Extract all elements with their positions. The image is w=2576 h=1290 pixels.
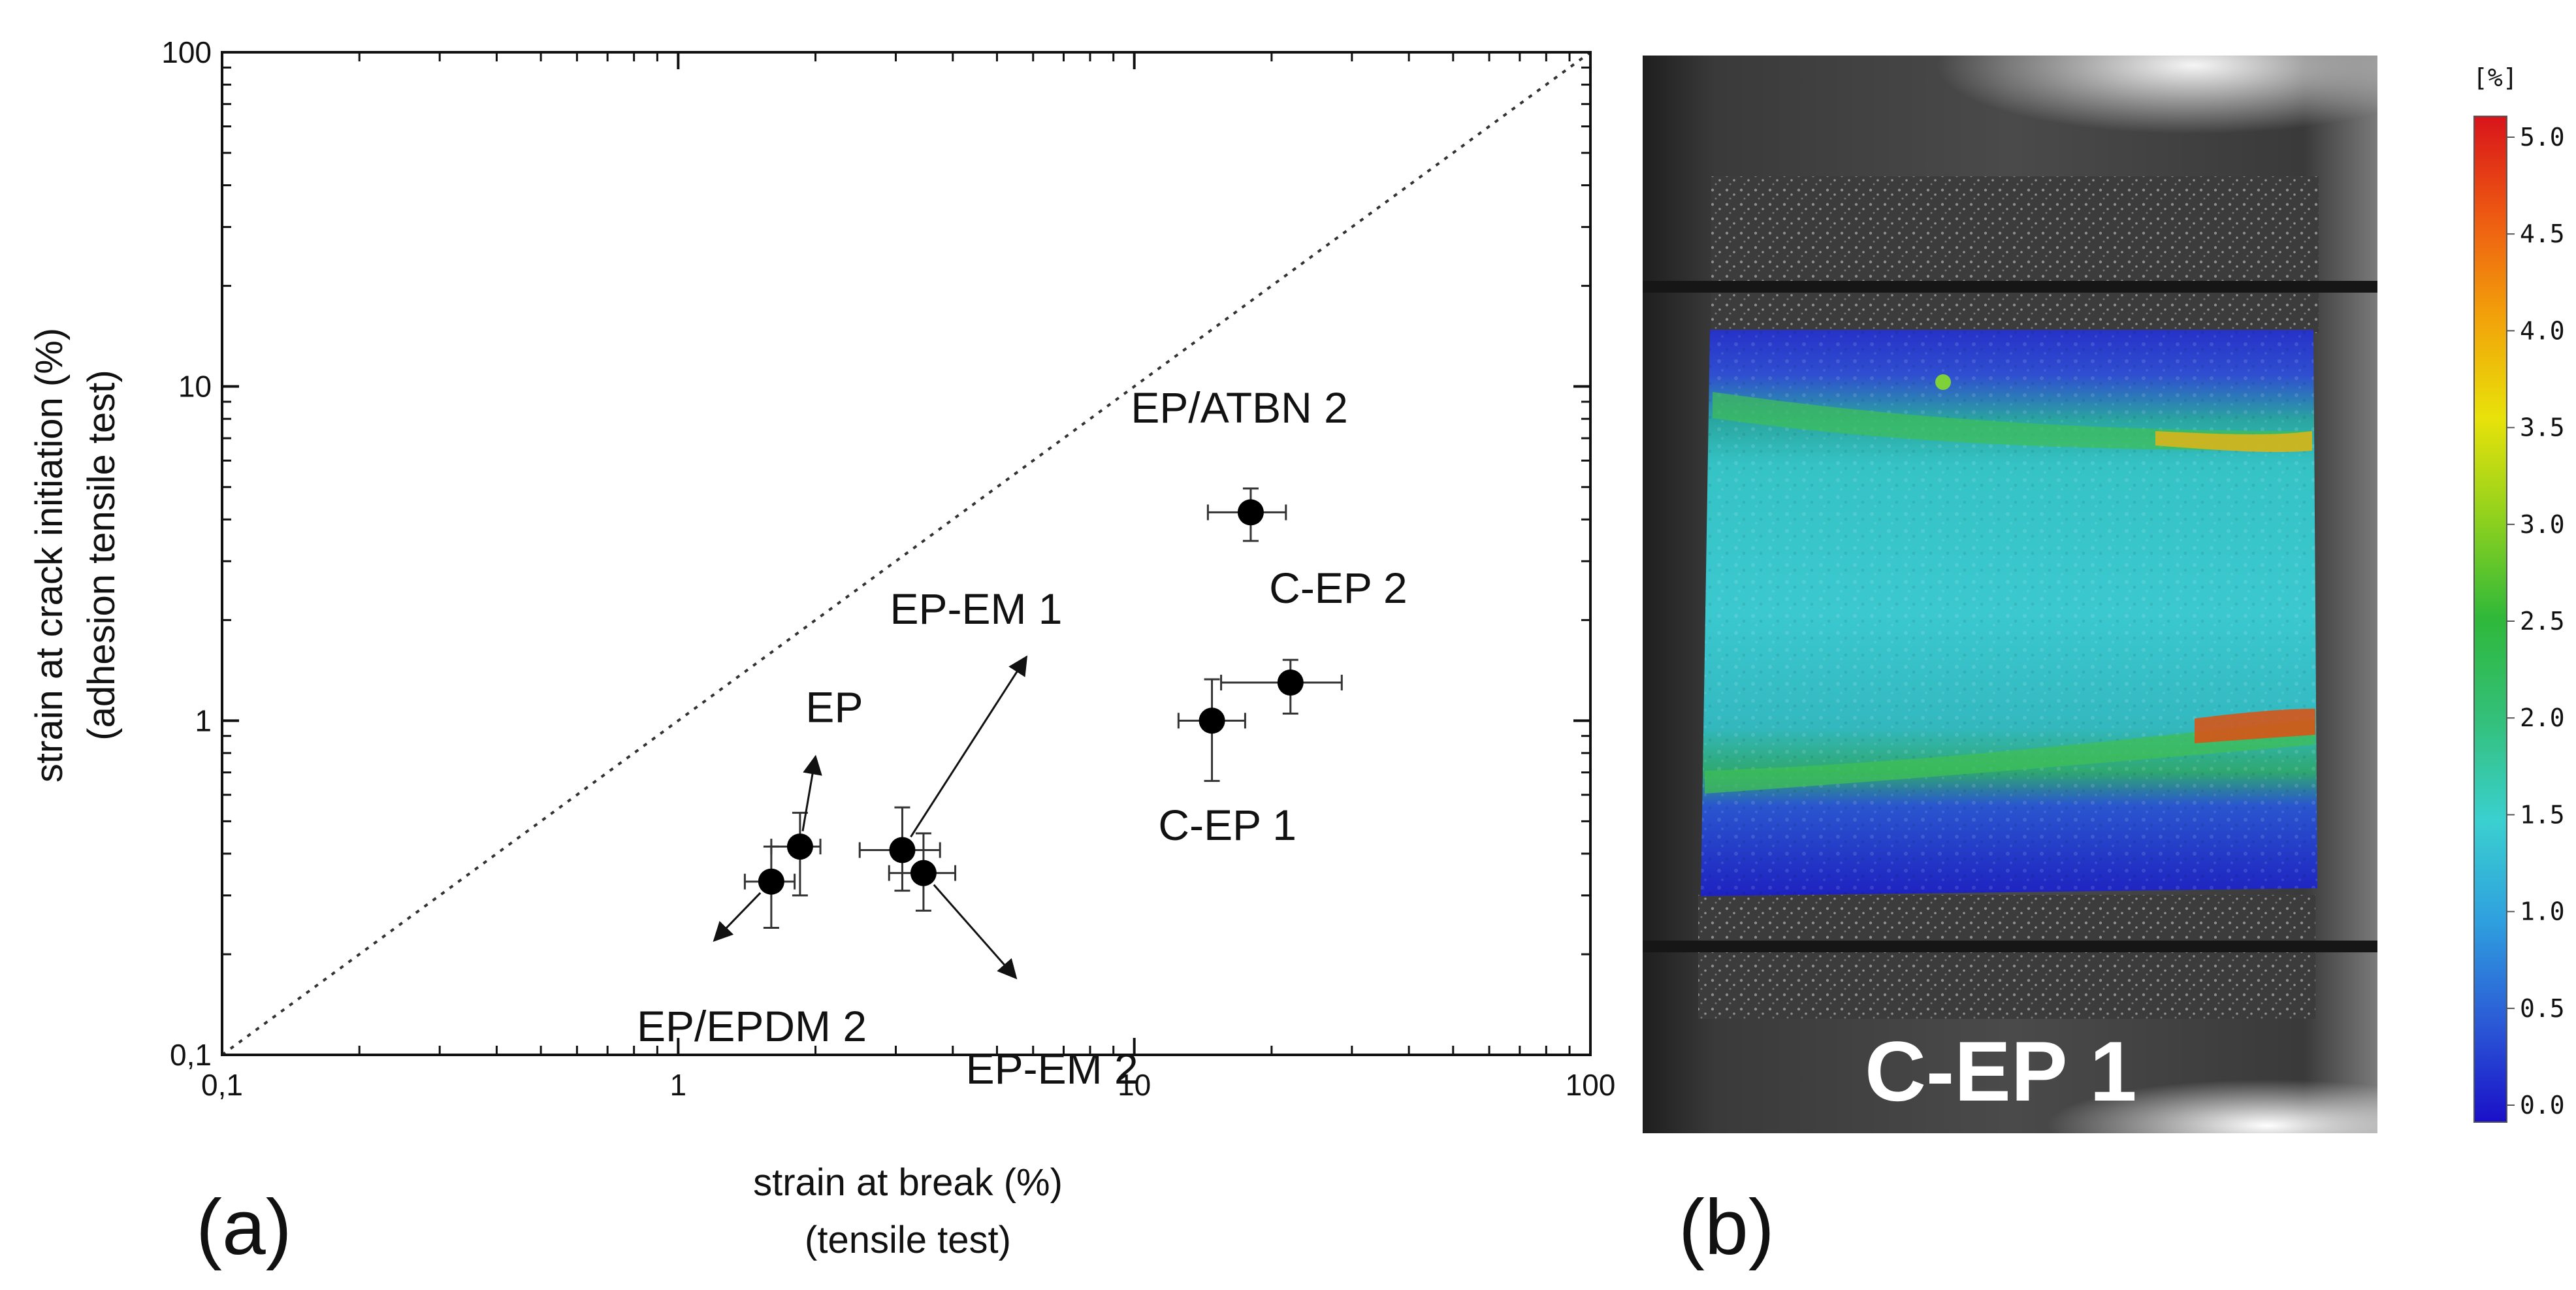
image-sample-label: C-EP 1	[1865, 1024, 2137, 1119]
x-axis-label-line2: (tensile test)	[805, 1219, 1011, 1261]
point-label: EP/EPDM 2	[637, 1002, 867, 1050]
axis-ticks: 0,1 1 10 100 0,1 1 10 100	[161, 35, 1615, 1102]
point-label: EP-EM 2	[966, 1044, 1138, 1093]
label-arrow	[933, 884, 1018, 980]
colorbar	[2473, 116, 2507, 1123]
data-point	[1237, 499, 1264, 526]
colorbar-tick-label: 0.0	[2520, 1091, 2565, 1120]
label-arrow	[801, 754, 822, 831]
annotation-arrows	[713, 655, 1028, 980]
data-markers	[758, 499, 1304, 895]
label-arrow	[910, 655, 1028, 838]
data-point	[786, 833, 813, 860]
point-label: EP	[805, 683, 863, 732]
colorbar-tick-label: 1.5	[2520, 800, 2565, 829]
point-label: EP-EM 1	[890, 585, 1062, 633]
x-tick-label: 1	[670, 1068, 687, 1102]
colorbar-tick-label: 5.0	[2520, 123, 2565, 152]
grip-line-top	[1643, 281, 2377, 293]
colorbar-unit: [%]	[2473, 63, 2518, 92]
colorbar-ticks: 0.0 0.5 1.0 1.5 2.0 2.5 3.0 3.5 4.0 4.5 5.0	[2507, 123, 2565, 1120]
point-label: EP/ATBN 2	[1131, 383, 1348, 432]
upper-hotspot	[2155, 431, 2312, 453]
data-point	[1199, 707, 1225, 734]
data-point	[889, 837, 916, 863]
colorbar-tick-label: 4.0	[2520, 316, 2565, 345]
y-tick-label: 0,1	[170, 1038, 212, 1072]
colorbar-tick-label: 1.0	[2520, 897, 2565, 926]
speckle-pattern-top	[1711, 176, 2319, 333]
colorbar-tick-label: 3.0	[2520, 510, 2565, 539]
data-point	[1277, 669, 1304, 696]
colorbar-tick-label: 0.5	[2520, 994, 2565, 1023]
y-axis-label-line1: strain at crack initiation (%)	[28, 328, 71, 782]
colorbar-tick-label: 2.5	[2520, 607, 2565, 636]
grip-line-bottom	[1643, 941, 2377, 952]
point-labels: EP EP/EPDM 2 EP-EM 1 EP-EM 2 C-EP 1 C-EP 2 EP/…	[637, 383, 1408, 1093]
data-point	[758, 868, 784, 895]
panel-b-letter: (b)	[1679, 1184, 1775, 1271]
y-tick-label: 10	[178, 370, 212, 404]
speckle-pattern-bottom	[1698, 895, 2315, 1019]
lower-strain-band	[1705, 718, 2315, 794]
colorbar-tick-label: 2.0	[2520, 703, 2565, 732]
colorbar-tick-label: 3.5	[2520, 413, 2565, 442]
y-tick-label: 1	[195, 703, 212, 737]
x-tick-label: 0,1	[201, 1068, 243, 1102]
label-arrow	[713, 892, 762, 942]
point-label: C-EP 1	[1158, 801, 1296, 849]
dic-strain-image: C-EP 1 [%] 0.0 0.5 1.0 1.5 2.0 2.5 3.0 3.5 4.0 4.…	[1643, 56, 2565, 1271]
scatter-panel: 0,1 1 10 100 0,1 1 10 100 EP EP/EPDM 2 EP-EM 1 EP-…	[28, 35, 1615, 1271]
x-axis-label-line1: strain at break (%)	[753, 1161, 1063, 1204]
reference-line	[221, 51, 1592, 1056]
y-tick-label: 100	[161, 35, 212, 69]
panel-a-letter: (a)	[196, 1184, 292, 1271]
data-point	[910, 860, 937, 886]
y-axis-label-line2: (adhesion tensile test)	[80, 370, 123, 740]
x-tick-label: 10	[1118, 1068, 1151, 1102]
point-label: C-EP 2	[1269, 564, 1408, 612]
strain-spot	[1935, 374, 1951, 390]
lower-hotspot	[2195, 709, 2315, 743]
colorbar-tick-label: 4.5	[2520, 219, 2565, 248]
x-tick-label: 100	[1566, 1068, 1616, 1102]
